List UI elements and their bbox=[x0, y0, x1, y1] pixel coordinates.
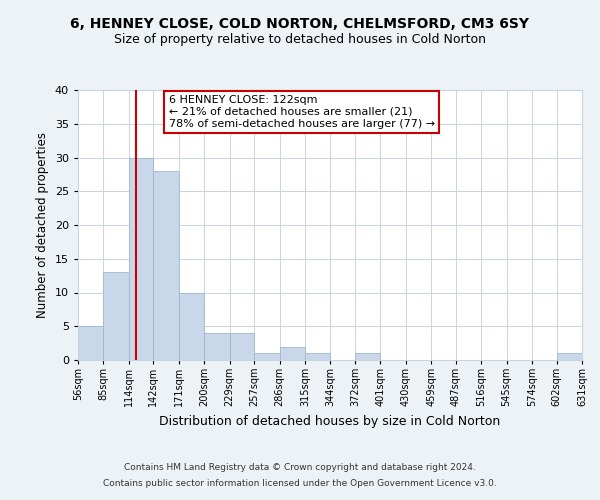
Bar bbox=[305, 353, 331, 360]
Bar bbox=[103, 272, 129, 360]
Bar bbox=[204, 333, 230, 360]
Bar bbox=[154, 171, 179, 360]
Text: 6 HENNEY CLOSE: 122sqm
← 21% of detached houses are smaller (21)
78% of semi-det: 6 HENNEY CLOSE: 122sqm ← 21% of detached… bbox=[169, 96, 435, 128]
Bar bbox=[280, 346, 305, 360]
Text: Contains HM Land Registry data © Crown copyright and database right 2024.: Contains HM Land Registry data © Crown c… bbox=[124, 464, 476, 472]
Bar bbox=[557, 353, 582, 360]
Text: Size of property relative to detached houses in Cold Norton: Size of property relative to detached ho… bbox=[114, 32, 486, 46]
Bar bbox=[254, 353, 280, 360]
Bar bbox=[179, 292, 204, 360]
Bar bbox=[78, 326, 103, 360]
Bar bbox=[230, 333, 254, 360]
Bar bbox=[355, 353, 380, 360]
X-axis label: Distribution of detached houses by size in Cold Norton: Distribution of detached houses by size … bbox=[160, 415, 500, 428]
Bar bbox=[129, 158, 154, 360]
Text: Contains public sector information licensed under the Open Government Licence v3: Contains public sector information licen… bbox=[103, 478, 497, 488]
Y-axis label: Number of detached properties: Number of detached properties bbox=[36, 132, 49, 318]
Text: 6, HENNEY CLOSE, COLD NORTON, CHELMSFORD, CM3 6SY: 6, HENNEY CLOSE, COLD NORTON, CHELMSFORD… bbox=[71, 18, 530, 32]
